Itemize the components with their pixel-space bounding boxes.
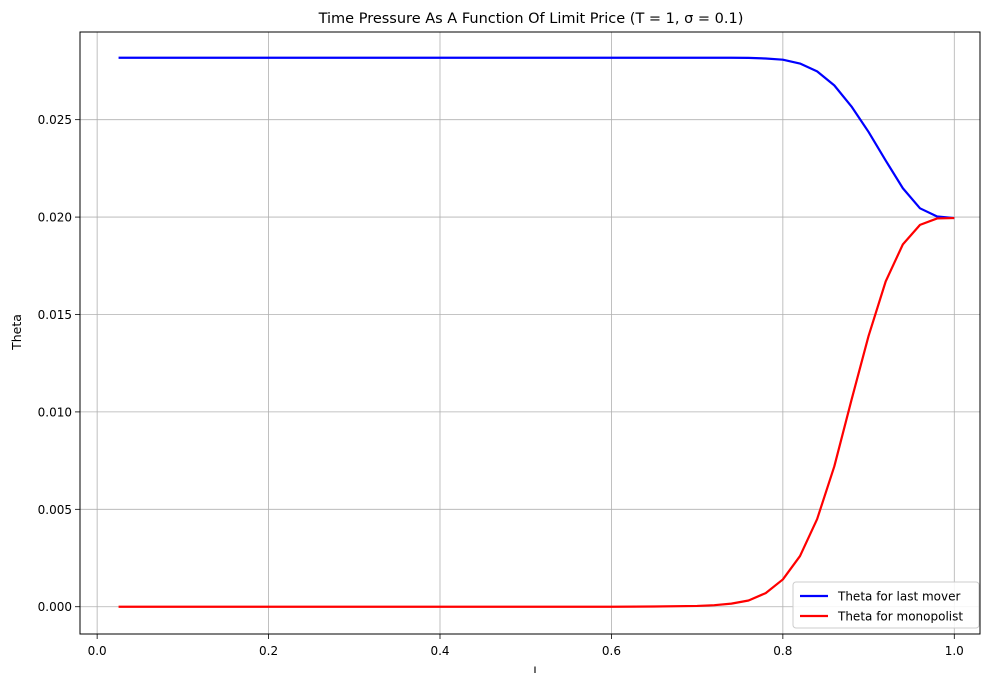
series-line-0 — [118, 56, 955, 220]
grid — [80, 32, 980, 634]
y-axis: 0.000 0.005 0.010 0.015 0.020 0.025 — [38, 113, 80, 614]
y-tick-label: 0.005 — [38, 503, 72, 517]
x-tick-label: 1.0 — [945, 644, 964, 658]
y-tick-label: 0.015 — [38, 308, 72, 322]
series-line-1 — [118, 216, 955, 608]
x-axis: 0.0 0.2 0.4 0.6 0.8 1.0 — [88, 634, 964, 658]
x-tick-label: 0.2 — [259, 644, 278, 658]
y-tick-label: 0.010 — [38, 405, 72, 419]
y-tick-label: 0.025 — [38, 113, 72, 127]
axes-frame — [79, 31, 981, 635]
chart-title: Time Pressure As A Function Of Limit Pri… — [318, 11, 744, 27]
x-tick-label: 0.4 — [430, 644, 449, 658]
x-tick-label: 0.0 — [88, 644, 107, 658]
y-tick-label: 0.000 — [38, 600, 72, 614]
x-axis-label: l — [533, 664, 536, 673]
series-lines — [118, 56, 955, 608]
plot-frame — [79, 31, 981, 635]
legend: Theta for last mover Theta for monopolist — [792, 581, 980, 629]
legend-label-0: Theta for last mover — [837, 590, 960, 604]
y-axis-label: Theta — [9, 314, 24, 351]
legend-label-1: Theta for monopolist — [837, 610, 963, 624]
y-tick-label: 0.020 — [38, 211, 72, 225]
x-tick-label: 0.8 — [773, 644, 792, 658]
legend-box — [792, 581, 980, 629]
x-tick-label: 0.6 — [602, 644, 621, 658]
